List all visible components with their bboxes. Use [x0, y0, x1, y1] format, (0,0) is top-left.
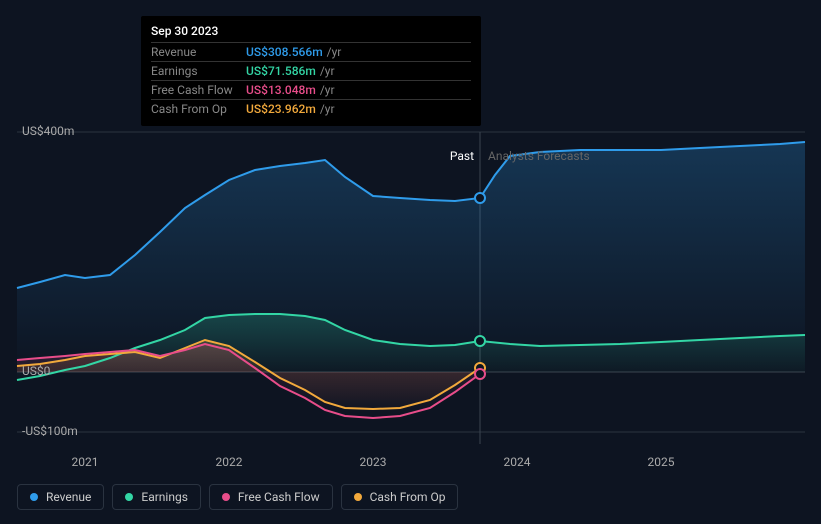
tooltip-date: Sep 30 2023 — [151, 24, 471, 42]
y-axis-label: US$0 — [22, 364, 50, 378]
y-axis-label: US$400m — [22, 124, 74, 138]
x-axis-label: 2022 — [216, 455, 243, 469]
tooltip-label: Free Cash Flow — [151, 83, 246, 97]
tooltip-row: RevenueUS$308.566m/yr — [151, 42, 471, 61]
legend-dot-icon — [222, 493, 230, 501]
financial-chart: Past Analysts Forecasts US$400m US$0 -US$1… — [0, 0, 821, 524]
tooltip-value: US$13.048m — [246, 83, 316, 97]
tooltip-row: Cash From OpUS$23.962m/yr — [151, 99, 471, 118]
section-label-forecast: Analysts Forecasts — [488, 149, 590, 163]
tooltip-label: Cash From Op — [151, 102, 246, 116]
legend-item[interactable]: Earnings — [112, 484, 201, 510]
section-label-past: Past — [450, 149, 474, 163]
y-axis-label: -US$100m — [22, 424, 78, 438]
legend-dot-icon — [354, 493, 362, 501]
legend-label: Earnings — [141, 490, 188, 504]
tooltip-label: Earnings — [151, 64, 246, 78]
legend-dot-icon — [125, 493, 133, 501]
tooltip-suffix: /yr — [327, 45, 342, 59]
legend-label: Cash From Op — [370, 490, 446, 504]
legend-item[interactable]: Cash From Op — [341, 484, 459, 510]
tooltip-label: Revenue — [151, 45, 246, 59]
legend-dot-icon — [30, 493, 38, 501]
tooltip-value: US$23.962m — [246, 102, 316, 116]
x-axis-label: 2025 — [648, 455, 675, 469]
x-axis-label: 2023 — [360, 455, 387, 469]
tooltip-value: US$71.586m — [246, 64, 316, 78]
chart-legend: Revenue Earnings Free Cash Flow Cash From O… — [17, 484, 458, 510]
tooltip-value: US$308.566m — [246, 45, 323, 59]
tooltip-row: EarningsUS$71.586m/yr — [151, 61, 471, 80]
x-axis-label: 2021 — [72, 455, 99, 469]
tooltip-row: Free Cash FlowUS$13.048m/yr — [151, 80, 471, 99]
legend-label: Revenue — [46, 490, 91, 504]
tooltip-suffix: /yr — [320, 64, 335, 78]
legend-item[interactable]: Revenue — [17, 484, 104, 510]
x-axis-label: 2024 — [504, 455, 531, 469]
tooltip-suffix: /yr — [320, 83, 335, 97]
legend-item[interactable]: Free Cash Flow — [209, 484, 333, 510]
chart-tooltip: Sep 30 2023 RevenueUS$308.566m/yrEarning… — [141, 16, 481, 126]
legend-label: Free Cash Flow — [238, 490, 320, 504]
tooltip-suffix: /yr — [320, 102, 335, 116]
